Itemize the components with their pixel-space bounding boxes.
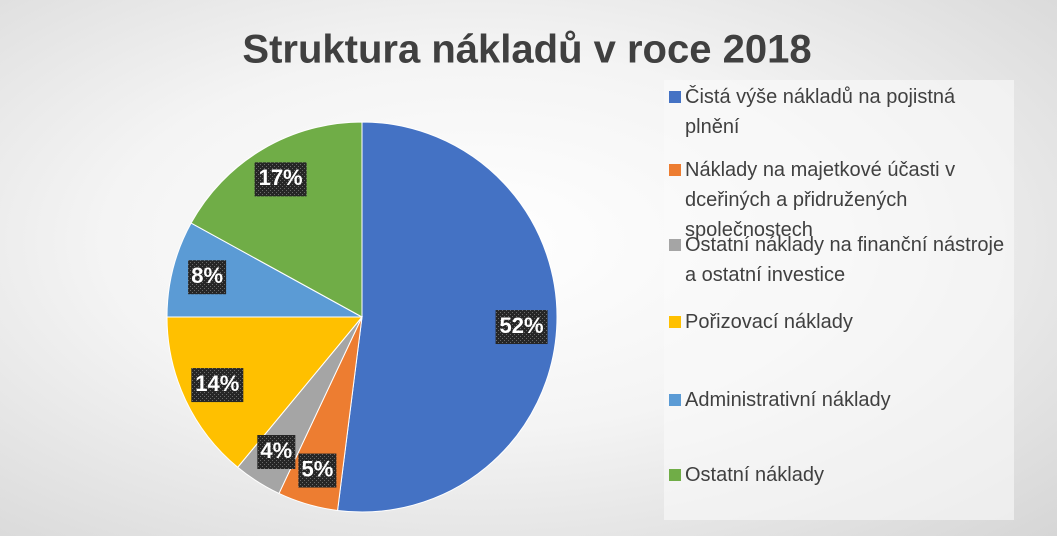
data-label-box [188, 260, 227, 295]
legend-swatch [669, 469, 681, 481]
legend-swatch [669, 164, 681, 176]
data-label: 14% [195, 371, 239, 396]
chart-title: Struktura nákladů v roce 2018 [242, 28, 811, 72]
data-label: 52% [500, 313, 544, 338]
data-label: 4% [260, 438, 292, 463]
legend-swatch [669, 316, 681, 328]
data-label-box [495, 310, 548, 345]
data-label-box [298, 453, 337, 488]
pie-slice [337, 121, 558, 513]
legend-label: Čistá výše nákladů na pojistná plnění [685, 86, 956, 138]
data-label: 17% [259, 165, 303, 190]
legend-label: Náklady na majetkové účasti v dceřiných … [685, 159, 956, 241]
legend-entry: Ostatní náklady [669, 460, 1005, 490]
data-label-box [191, 368, 244, 403]
legend-label: Ostatní náklady na finanční nástroje a o… [685, 234, 1005, 286]
legend-swatch [669, 394, 681, 406]
data-label-box [254, 162, 307, 197]
pie-slice [166, 316, 364, 468]
legend-entry: Náklady na majetkové účasti v dceřiných … [669, 155, 1005, 245]
legend-label: Administrativní náklady [685, 389, 891, 411]
legend-area [664, 80, 1014, 520]
legend-entry: Administrativní náklady [669, 385, 1005, 415]
data-label: 5% [301, 456, 333, 481]
legend-label: Pořizovací náklady [685, 311, 853, 333]
pie-slice [190, 121, 363, 318]
data-label: 8% [191, 263, 223, 288]
legend-entry: Čistá výše nákladů na pojistná plnění [669, 82, 1005, 142]
legend-label: Ostatní náklady [685, 464, 824, 486]
legend-entry: Pořizovací náklady [669, 307, 1005, 337]
legend-swatch [669, 239, 681, 251]
legend-swatch [669, 91, 681, 103]
legend-entry: Ostatní náklady na finanční nástroje a o… [669, 230, 1005, 290]
data-label-box [257, 435, 296, 470]
